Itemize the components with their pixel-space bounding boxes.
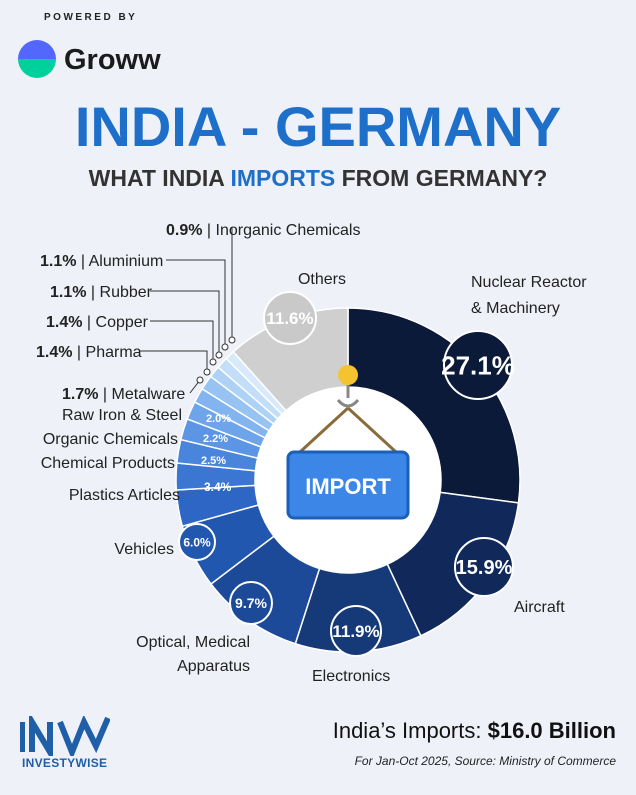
small-label-pharma: 1.4% | Pharma (36, 344, 142, 361)
donut-chart: 27.1% Nuclear Reactor & Machinery 15.9% Airc… (36, 222, 587, 685)
leader-dot-copper (209, 358, 217, 366)
groww-logo-icon (18, 40, 56, 78)
groww-brand-name: Groww (64, 44, 161, 76)
category-label-raw-iron-steel: Raw Iron & Steel (62, 407, 182, 424)
total-value: $16.0 Billion (487, 718, 616, 743)
value-badge-optical-medical-apparatus (229, 581, 273, 625)
crane-hook-icon (338, 365, 358, 385)
page-title: INDIA - GERMANY (74, 95, 562, 158)
value-badge-others (263, 291, 317, 345)
value-label-nuclear-reactor-machinery: 27.1% (441, 350, 515, 380)
total-label: India’s Imports: (332, 718, 488, 743)
value-label-others: 11.6% (266, 309, 313, 328)
category-label-nuclear-reactor-machinery-line1: Nuclear Reactor (471, 274, 587, 291)
category-label-optical-medical-apparatus-line2: Apparatus (177, 658, 250, 675)
value-label-aircraft: 15.9% (456, 557, 513, 579)
value-label-chemical-products: 2.5% (201, 455, 226, 467)
powered-by-text: POWERED BY (44, 12, 138, 23)
subtitle-pre: WHAT INDIA (88, 165, 231, 191)
small-label-rubber: 1.1% | Rubber (50, 284, 153, 301)
value-label-raw-iron-steel: 2.0% (206, 413, 231, 425)
investywise-brand: INVESTYWISE (22, 756, 108, 770)
small-label-metalware: 1.7% | Metalware (62, 386, 185, 403)
total-imports: India’s Imports: $16.0 Billion (333, 718, 616, 744)
category-label-organic-chemicals: Organic Chemicals (43, 431, 178, 448)
leader-line-rubber (150, 290, 220, 355)
leader-line-copper (150, 320, 214, 362)
leader-lines (140, 227, 236, 394)
small-label-inorganic-chemicals: 0.9% | Inorganic Chemicals (166, 222, 360, 239)
page-subtitle: WHAT INDIA IMPORTS FROM GERMANY? (0, 165, 636, 192)
category-label-chemical-products: Chemical Products (41, 455, 175, 472)
category-label-nuclear-reactor-machinery-line2: & Machinery (471, 300, 560, 317)
category-label-vehicles: Vehicles (114, 541, 174, 558)
value-label-organic-chemicals: 2.2% (203, 433, 228, 445)
source-note: For Jan-Oct 2025, Source: Ministry of Co… (354, 754, 616, 768)
category-label-optical-medical-apparatus-line1: Optical, Medical (136, 634, 250, 651)
investywise-logo-icon (20, 716, 110, 756)
category-label-aircraft: Aircraft (514, 599, 565, 616)
value-label-vehicles: 6.0% (183, 535, 211, 549)
leader-dot-metalware (196, 376, 204, 384)
category-label-others: Others (298, 271, 346, 288)
small-label-aluminium: 1.1% | Aluminium (40, 253, 163, 270)
container-icon (286, 450, 410, 520)
value-label-plastics-articles: 3.4% (204, 480, 232, 494)
leader-dot-inorganic-chemicals (228, 336, 236, 344)
center-badge: IMPORT (305, 474, 391, 499)
leader-dot-aluminium (221, 343, 229, 351)
value-label-electronics: 11.9% (332, 622, 379, 641)
center-illustration: IMPORT (255, 365, 441, 573)
category-label-electronics: Electronics (312, 668, 390, 685)
value-badge-vehicles (178, 523, 216, 561)
value-badge-nuclear-reactor-machinery (443, 330, 513, 400)
leader-dot-pharma (203, 368, 211, 376)
subtitle-post: FROM GERMANY? (335, 165, 548, 191)
value-badge-electronics (330, 605, 382, 657)
leader-dot-rubber (215, 351, 223, 359)
value-label-optical-medical-apparatus: 9.7% (235, 595, 267, 611)
small-label-copper: 1.4% | Copper (46, 314, 149, 331)
chain-icon (298, 406, 398, 454)
category-label-plastics-articles: Plastics Articles (69, 487, 180, 504)
subtitle-highlight: IMPORTS (230, 165, 336, 191)
donut-slices (175, 307, 521, 653)
leader-line-aluminium (166, 259, 226, 347)
value-badge-aircraft (454, 537, 514, 597)
hook-icon (336, 385, 360, 408)
leader-line-pharma (140, 350, 208, 372)
chart-labels: 27.1% Nuclear Reactor & Machinery 15.9% Airc… (36, 222, 587, 685)
